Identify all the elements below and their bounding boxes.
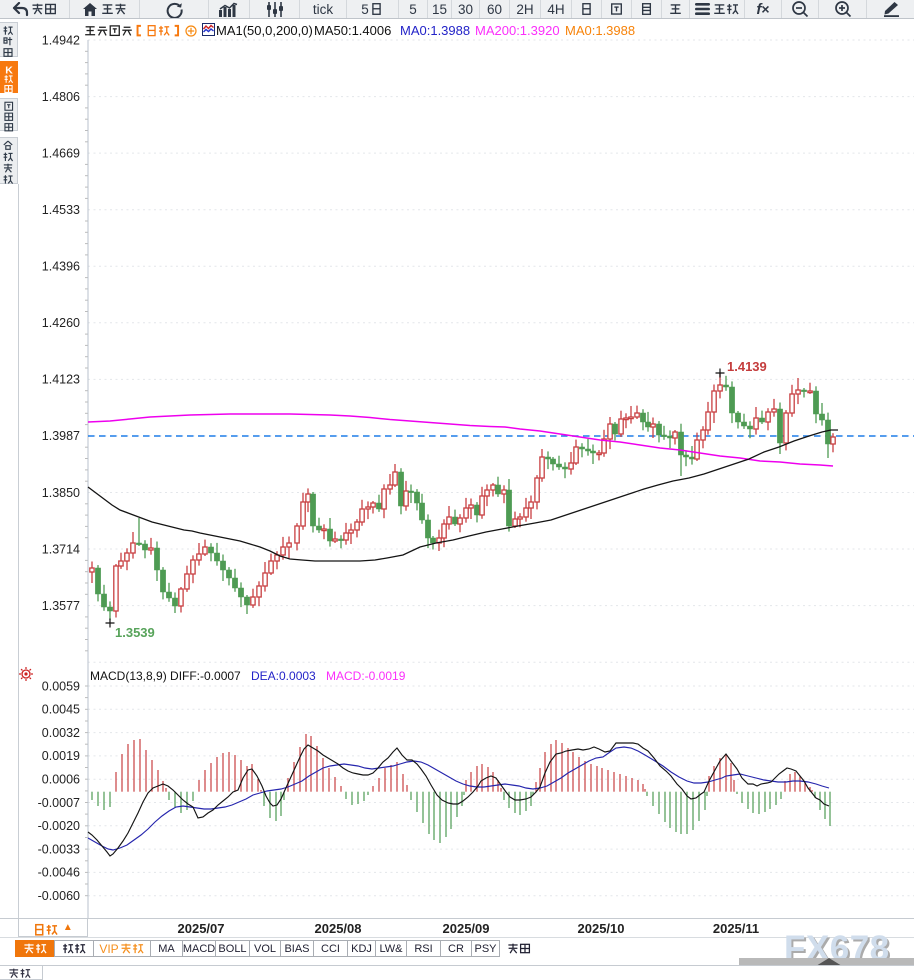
svg-text:-0.0020: -0.0020	[38, 819, 80, 833]
svg-text:-0.0007: -0.0007	[38, 796, 80, 810]
svg-text:0.0059: 0.0059	[42, 679, 80, 693]
svg-text:1.4533: 1.4533	[42, 203, 80, 217]
svg-text:1.3987: 1.3987	[42, 429, 80, 443]
svg-text:1.4139: 1.4139	[727, 359, 767, 374]
svg-text:1.3539: 1.3539	[115, 625, 155, 640]
svg-text:2025/10: 2025/10	[578, 921, 625, 936]
svg-text:-0.0060: -0.0060	[38, 889, 80, 903]
svg-text:0.0045: 0.0045	[42, 703, 80, 717]
svg-text:K: K	[5, 64, 13, 76]
svg-text:1.3714: 1.3714	[42, 542, 80, 556]
svg-text:2025/07: 2025/07	[178, 921, 225, 936]
svg-text:1.4123: 1.4123	[42, 373, 80, 387]
svg-text:1.4942: 1.4942	[42, 33, 80, 47]
svg-text:2025/09: 2025/09	[443, 921, 490, 936]
svg-text:0.0032: 0.0032	[42, 726, 80, 740]
svg-text:0.0019: 0.0019	[42, 749, 80, 763]
svg-text:1.4806: 1.4806	[42, 90, 80, 104]
svg-text:1.3850: 1.3850	[42, 486, 80, 500]
svg-text:2025/11: 2025/11	[713, 921, 759, 936]
svg-text:1.4260: 1.4260	[42, 316, 80, 330]
svg-text:-0.0046: -0.0046	[38, 866, 80, 880]
svg-text:1.4669: 1.4669	[42, 146, 80, 160]
svg-text:1.4396: 1.4396	[42, 260, 80, 274]
svg-text:1.3577: 1.3577	[42, 599, 80, 613]
svg-text:2025/08: 2025/08	[315, 921, 362, 936]
svg-text:0.0006: 0.0006	[42, 773, 80, 787]
svg-text:-0.0033: -0.0033	[38, 842, 80, 856]
